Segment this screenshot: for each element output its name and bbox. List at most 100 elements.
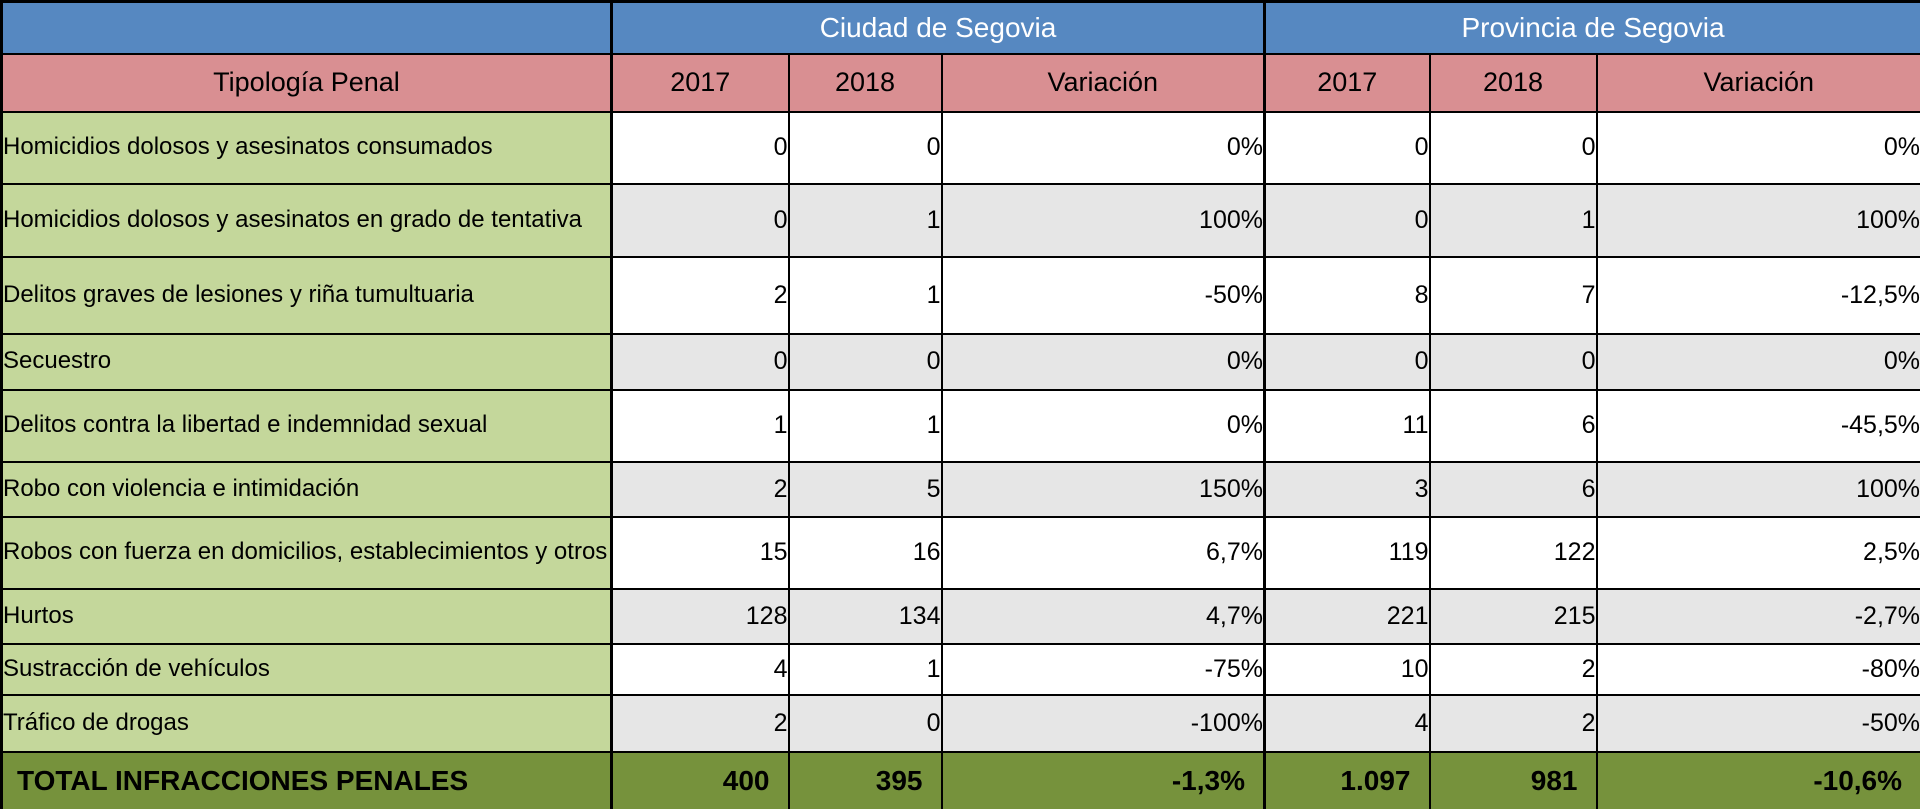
table-row: Robo con violencia e intimidación 2 5 150% 3… [0, 460, 1920, 518]
column-header-city-2018: 2018 [787, 52, 943, 113]
table-row: Homicidios dolosos y asesinatos en grado… [0, 182, 1920, 258]
table-row: Delitos graves de lesiones y riña tumult… [0, 255, 1920, 335]
city-2017-cell: 4 [610, 642, 790, 696]
row-label: Robos con fuerza en domicilios, establec… [0, 515, 613, 590]
total-province-2018-cell: 981 [1428, 750, 1598, 809]
city-2018-cell: 1 [787, 182, 943, 258]
city-variacion-cell: 0% [940, 110, 1266, 185]
province-2017-cell: 3 [1263, 460, 1431, 518]
column-header-city-variacion: Variación [940, 52, 1266, 113]
city-2017-cell: 0 [610, 332, 790, 391]
province-2017-cell: 11 [1263, 388, 1431, 463]
province-2017-cell: 10 [1263, 642, 1431, 696]
total-province-2017-cell: 1.097 [1263, 750, 1431, 809]
column-header-province-2018: 2018 [1428, 52, 1598, 113]
city-variacion-cell: -50% [940, 255, 1266, 335]
city-2018-cell: 16 [787, 515, 943, 590]
province-2018-cell: 0 [1428, 110, 1598, 185]
province-2017-cell: 8 [1263, 255, 1431, 335]
province-2017-cell: 0 [1263, 110, 1431, 185]
city-variacion-cell: 4,7% [940, 587, 1266, 645]
total-row: TOTAL INFRACCIONES PENALES 400 395 -1,3%… [0, 750, 1920, 809]
city-variacion-cell: -75% [940, 642, 1266, 696]
city-2018-cell: 0 [787, 110, 943, 185]
province-variacion-cell: 100% [1595, 460, 1920, 518]
province-2017-cell: 0 [1263, 332, 1431, 391]
group-header-city: Ciudad de Segovia [610, 0, 1266, 55]
column-header-row: Tipología Penal 2017 2018 Variación 2017… [0, 52, 1920, 113]
row-label: Secuestro [0, 332, 613, 391]
province-variacion-cell: 100% [1595, 182, 1920, 258]
province-variacion-cell: -45,5% [1595, 388, 1920, 463]
row-label: Delitos graves de lesiones y riña tumult… [0, 255, 613, 335]
province-2017-cell: 221 [1263, 587, 1431, 645]
province-2018-cell: 2 [1428, 693, 1598, 753]
province-2018-cell: 6 [1428, 460, 1598, 518]
city-2018-cell: 1 [787, 642, 943, 696]
province-variacion-cell: -2,7% [1595, 587, 1920, 645]
province-2017-cell: 4 [1263, 693, 1431, 753]
city-variacion-cell: 100% [940, 182, 1266, 258]
total-row-label: TOTAL INFRACCIONES PENALES [0, 750, 613, 809]
city-2017-cell: 15 [610, 515, 790, 590]
province-2018-cell: 6 [1428, 388, 1598, 463]
row-label: Delitos contra la libertad e indemnidad … [0, 388, 613, 463]
column-header-tipologia-penal: Tipología Penal [0, 52, 613, 113]
column-header-province-2017: 2017 [1263, 52, 1431, 113]
province-variacion-cell: 2,5% [1595, 515, 1920, 590]
city-2018-cell: 0 [787, 693, 943, 753]
city-2018-cell: 5 [787, 460, 943, 518]
province-variacion-cell: 0% [1595, 332, 1920, 391]
row-label: Tráfico de drogas [0, 693, 613, 753]
column-header-city-2017: 2017 [610, 52, 790, 113]
city-2017-cell: 0 [610, 110, 790, 185]
province-2017-cell: 119 [1263, 515, 1431, 590]
column-header-province-variacion: Variación [1595, 52, 1920, 113]
province-variacion-cell: -80% [1595, 642, 1920, 696]
city-2018-cell: 1 [787, 388, 943, 463]
table-row: Sustracción de vehículos 4 1 -75% 10 2 -80% [0, 642, 1920, 696]
province-2018-cell: 215 [1428, 587, 1598, 645]
total-city-2018-cell: 395 [787, 750, 943, 809]
row-label: Homicidios dolosos y asesinatos consumad… [0, 110, 613, 185]
province-variacion-cell: -50% [1595, 693, 1920, 753]
province-variacion-cell: 0% [1595, 110, 1920, 185]
city-2017-cell: 2 [610, 460, 790, 518]
table-row: Hurtos 128 134 4,7% 221 215 -2,7% [0, 587, 1920, 645]
city-2017-cell: 2 [610, 255, 790, 335]
group-header-province: Provincia de Segovia [1262, 0, 1920, 55]
row-label: Robo con violencia e intimidación [0, 460, 613, 518]
total-city-variacion-cell: -1,3% [940, 750, 1266, 809]
total-province-variacion-cell: -10,6% [1595, 750, 1920, 809]
province-2017-cell: 0 [1263, 182, 1431, 258]
table-row: Delitos contra la libertad e indemnidad … [0, 388, 1920, 463]
table-row: Tráfico de drogas 2 0 -100% 4 2 -50% [0, 693, 1920, 753]
province-2018-cell: 7 [1428, 255, 1598, 335]
city-variacion-cell: -100% [940, 693, 1266, 753]
table-row: Secuestro 0 0 0% 0 0 0% [0, 332, 1920, 391]
city-2017-cell: 1 [610, 388, 790, 463]
table-row: Homicidios dolosos y asesinatos consumad… [0, 110, 1920, 185]
city-2018-cell: 1 [787, 255, 943, 335]
province-2018-cell: 1 [1428, 182, 1598, 258]
city-variacion-cell: 150% [940, 460, 1266, 518]
province-2018-cell: 2 [1428, 642, 1598, 696]
row-label: Hurtos [0, 587, 613, 645]
province-variacion-cell: -12,5% [1595, 255, 1920, 335]
city-2017-cell: 128 [610, 587, 790, 645]
row-label: Homicidios dolosos y asesinatos en grado… [0, 182, 613, 258]
city-2018-cell: 0 [787, 332, 943, 391]
table-row: Robos con fuerza en domicilios, establec… [0, 515, 1920, 590]
total-city-2017-cell: 400 [610, 750, 790, 809]
city-variacion-cell: 6,7% [940, 515, 1266, 590]
city-2018-cell: 134 [787, 587, 943, 645]
city-2017-cell: 2 [610, 693, 790, 753]
province-2018-cell: 0 [1428, 332, 1598, 391]
province-2018-cell: 122 [1428, 515, 1598, 590]
group-header-row: Ciudad de Segovia Provincia de Segovia [0, 0, 1920, 55]
city-variacion-cell: 0% [940, 332, 1266, 391]
city-2017-cell: 0 [610, 182, 790, 258]
city-variacion-cell: 0% [940, 388, 1266, 463]
